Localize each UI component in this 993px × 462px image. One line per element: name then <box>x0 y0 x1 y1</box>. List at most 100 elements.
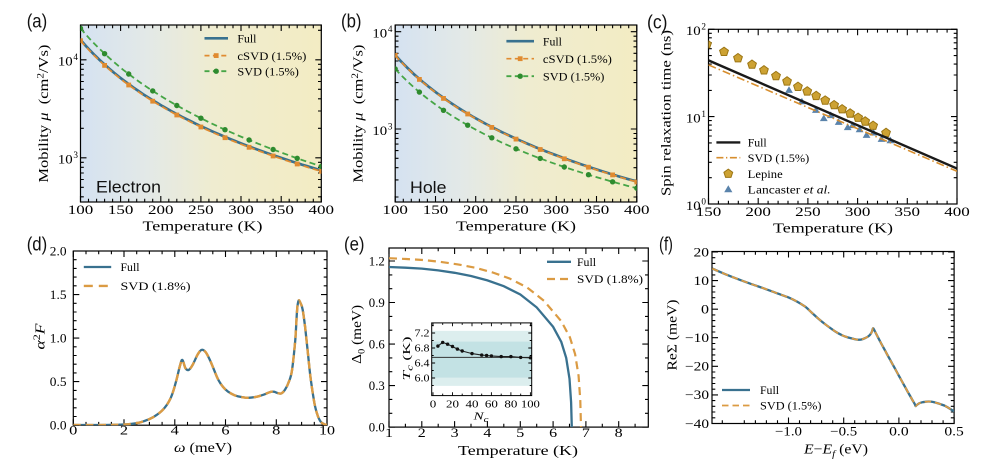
svg-text:Full: Full <box>543 34 563 48</box>
svg-text:6.0: 6.0 <box>415 373 430 384</box>
svg-text:Temperature (K): Temperature (K) <box>456 218 576 234</box>
svg-text:Spin relaxation time (ns): Spin relaxation time (ns) <box>659 30 675 196</box>
svg-text:0.5: 0.5 <box>50 375 67 389</box>
svg-text:(f): (f) <box>659 235 673 256</box>
svg-text:0: 0 <box>701 196 706 206</box>
svg-text:150: 150 <box>108 203 134 217</box>
svg-text:(b): (b) <box>341 12 362 33</box>
svg-text:80: 80 <box>504 400 517 411</box>
svg-text:300: 300 <box>845 205 871 219</box>
svg-text:(a): (a) <box>27 12 48 33</box>
svg-text:Mobility μ (cm2/Vs): Mobility μ (cm2/Vs) <box>351 45 367 183</box>
svg-text:2: 2 <box>418 426 426 440</box>
svg-text:Nc: Nc <box>472 411 489 425</box>
svg-text:ReΣ (meV): ReΣ (meV) <box>665 300 681 371</box>
svg-text:300: 300 <box>228 203 254 217</box>
svg-text:−30: −30 <box>685 388 709 402</box>
svg-text:Full: Full <box>121 260 141 274</box>
svg-text:10: 10 <box>686 24 701 38</box>
svg-text:10: 10 <box>372 27 387 41</box>
svg-text:Temperature (K): Temperature (K) <box>458 443 578 459</box>
svg-text:250: 250 <box>795 205 821 219</box>
svg-text:40: 40 <box>466 400 479 411</box>
svg-text:150: 150 <box>423 203 449 217</box>
svg-text:400: 400 <box>309 203 335 217</box>
svg-text:6.4: 6.4 <box>415 358 430 369</box>
svg-text:5: 5 <box>516 426 524 440</box>
svg-text:0.0: 0.0 <box>889 424 909 438</box>
svg-text:20: 20 <box>446 400 459 411</box>
svg-text:4: 4 <box>171 424 180 438</box>
svg-text:0.0: 0.0 <box>50 419 67 433</box>
svg-text:1: 1 <box>385 426 393 440</box>
svg-text:3: 3 <box>388 121 393 131</box>
svg-text:0.5: 0.5 <box>944 424 964 438</box>
svg-text:10: 10 <box>58 153 73 167</box>
svg-text:100: 100 <box>521 400 540 411</box>
svg-text:350: 350 <box>584 203 610 217</box>
svg-text:10: 10 <box>686 199 701 213</box>
svg-text:350: 350 <box>895 205 921 219</box>
svg-text:Temperature (K): Temperature (K) <box>773 221 893 237</box>
svg-text:10: 10 <box>686 112 701 126</box>
svg-text:10: 10 <box>694 274 710 288</box>
svg-text:0: 0 <box>430 400 437 411</box>
svg-text:10: 10 <box>372 124 387 138</box>
svg-text:Full: Full <box>748 136 768 150</box>
svg-text:4: 4 <box>483 426 492 440</box>
svg-text:150: 150 <box>696 205 722 219</box>
svg-text:0.6: 0.6 <box>369 337 386 351</box>
svg-text:SVD (1.5%): SVD (1.5%) <box>748 151 810 165</box>
svg-text:ω (meV): ω (meV) <box>174 440 232 456</box>
svg-text:100: 100 <box>68 203 94 217</box>
svg-text:200: 200 <box>463 203 489 217</box>
svg-text:350: 350 <box>268 203 294 217</box>
svg-text:7.2: 7.2 <box>415 328 430 339</box>
svg-text:(c): (c) <box>647 13 668 34</box>
svg-text:−1.0: −1.0 <box>775 424 802 438</box>
svg-text:250: 250 <box>188 203 214 217</box>
svg-text:6.8: 6.8 <box>415 343 430 354</box>
svg-text:−10: −10 <box>685 331 709 345</box>
svg-text:0.9: 0.9 <box>369 296 385 310</box>
svg-text:0.0: 0.0 <box>369 420 385 434</box>
svg-text:400: 400 <box>944 205 970 219</box>
svg-text:SVD (1.5%): SVD (1.5%) <box>237 64 299 78</box>
svg-text:Full: Full <box>760 383 780 397</box>
svg-text:200: 200 <box>745 205 771 219</box>
svg-text:(e): (e) <box>344 235 365 256</box>
svg-text:4: 4 <box>388 24 393 34</box>
svg-text:Hole: Hole <box>410 179 447 197</box>
svg-text:SVD (1.8%): SVD (1.8%) <box>577 272 643 286</box>
svg-text:4: 4 <box>73 52 78 62</box>
svg-text:Full: Full <box>237 32 257 46</box>
svg-text:0: 0 <box>701 303 709 317</box>
svg-text:300: 300 <box>544 203 570 217</box>
svg-text:20: 20 <box>694 245 710 259</box>
svg-text:10: 10 <box>58 55 73 69</box>
svg-text:6: 6 <box>549 426 558 440</box>
svg-text:400: 400 <box>624 203 650 217</box>
svg-text:α2F: α2F <box>33 323 48 350</box>
svg-text:2: 2 <box>120 424 128 438</box>
svg-text:2: 2 <box>701 22 706 32</box>
svg-text:SVD (1.5%): SVD (1.5%) <box>543 69 605 83</box>
svg-text:cSVD (1.5%): cSVD (1.5%) <box>237 49 306 63</box>
svg-text:Tc (K): Tc (K) <box>402 336 415 381</box>
svg-text:cSVD (1.5%): cSVD (1.5%) <box>543 52 612 66</box>
svg-text:Temperature (K): Temperature (K) <box>143 218 263 234</box>
svg-text:−20: −20 <box>685 360 709 374</box>
svg-text:Lancaster et al.: Lancaster et al. <box>748 183 831 197</box>
svg-text:1.2: 1.2 <box>369 254 385 268</box>
svg-text:10: 10 <box>319 424 335 438</box>
svg-text:3: 3 <box>451 426 459 440</box>
svg-text:−40: −40 <box>685 417 709 431</box>
svg-text:6: 6 <box>221 424 230 438</box>
svg-text:−0.5: −0.5 <box>830 424 857 438</box>
svg-text:2.0: 2.0 <box>50 244 67 258</box>
svg-text:8: 8 <box>272 424 280 438</box>
svg-text:8: 8 <box>615 426 623 440</box>
svg-text:E−Ef (eV): E−Ef (eV) <box>803 442 868 461</box>
svg-text:200: 200 <box>148 203 174 217</box>
svg-text:1.5: 1.5 <box>50 288 67 302</box>
